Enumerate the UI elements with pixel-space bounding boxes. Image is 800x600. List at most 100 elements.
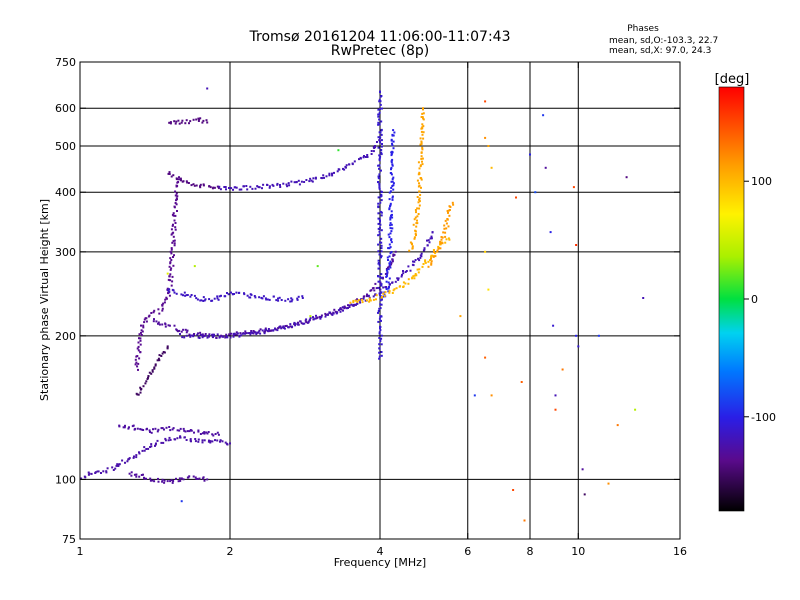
trace-point bbox=[377, 181, 379, 184]
trace-point bbox=[173, 242, 176, 245]
trace-point bbox=[391, 292, 394, 294]
trace-point bbox=[207, 431, 210, 433]
trace-point bbox=[416, 179, 419, 182]
trace-point bbox=[231, 293, 234, 296]
scatter-point bbox=[180, 500, 183, 503]
trace-point bbox=[221, 440, 224, 443]
trace-point bbox=[389, 202, 392, 205]
trace-point bbox=[404, 271, 407, 273]
trace-point bbox=[421, 157, 424, 160]
trace-point bbox=[328, 174, 331, 177]
trace-point bbox=[380, 291, 383, 294]
trace-point bbox=[446, 210, 449, 212]
trace-point bbox=[339, 310, 342, 313]
trace-point bbox=[434, 252, 437, 255]
scatter-point bbox=[490, 166, 493, 169]
trace-point bbox=[218, 185, 221, 188]
trace-point bbox=[422, 131, 425, 134]
trace-point bbox=[418, 167, 421, 170]
trace-point bbox=[376, 141, 378, 143]
trace-point bbox=[195, 118, 198, 121]
trace-point bbox=[225, 333, 228, 336]
trace-point bbox=[352, 299, 355, 302]
y-axis-label: Stationary phase Virtual Height [km] bbox=[38, 199, 51, 401]
trace-point bbox=[233, 186, 236, 189]
trace-point bbox=[132, 456, 135, 459]
trace-point bbox=[187, 182, 190, 184]
trace-point bbox=[413, 274, 416, 277]
scatter-point bbox=[642, 297, 645, 299]
trace-point bbox=[142, 324, 145, 327]
trace-point bbox=[378, 218, 381, 221]
trace-point bbox=[193, 431, 195, 434]
trace-point bbox=[94, 471, 97, 474]
trace-point bbox=[124, 461, 126, 464]
x-tick-label: 2 bbox=[227, 545, 234, 558]
trace-point bbox=[391, 227, 394, 230]
trace-point bbox=[174, 228, 177, 231]
trace-point bbox=[194, 438, 197, 440]
trace-point bbox=[241, 332, 244, 335]
trace-point bbox=[240, 334, 243, 337]
trace-point bbox=[291, 325, 294, 328]
trace-point bbox=[432, 255, 435, 258]
trace-point bbox=[407, 278, 410, 281]
trace-point bbox=[379, 220, 381, 223]
trace-point bbox=[452, 203, 455, 206]
trace-point bbox=[391, 281, 394, 284]
trace-point bbox=[135, 392, 138, 395]
trace-point bbox=[392, 182, 395, 185]
trace-point bbox=[218, 295, 221, 298]
trace-point bbox=[392, 129, 395, 132]
trace-point bbox=[202, 296, 205, 299]
trace-point bbox=[217, 298, 220, 301]
trace-point bbox=[266, 184, 269, 186]
trace-point bbox=[351, 304, 354, 307]
trace-point bbox=[379, 103, 382, 106]
trace-point bbox=[374, 146, 377, 149]
trace-point bbox=[379, 276, 382, 278]
trace-point bbox=[412, 223, 415, 226]
trace-point bbox=[366, 293, 368, 296]
trace-point bbox=[193, 184, 196, 187]
trace-point bbox=[192, 183, 195, 186]
trace-point bbox=[211, 335, 214, 338]
trace-point bbox=[140, 329, 143, 332]
trace-point bbox=[356, 298, 358, 301]
trace-point bbox=[300, 322, 303, 325]
trace-point bbox=[184, 430, 187, 433]
trace-point bbox=[170, 252, 173, 255]
trace-point bbox=[309, 317, 312, 320]
trace-point bbox=[258, 186, 261, 189]
trace-point bbox=[380, 169, 382, 172]
trace-point bbox=[448, 238, 451, 241]
trace-point bbox=[378, 173, 381, 176]
trace-point bbox=[172, 174, 175, 177]
trace-point bbox=[277, 297, 279, 300]
trace-point bbox=[258, 296, 261, 299]
trace-point bbox=[171, 280, 174, 283]
scatter-point bbox=[544, 166, 547, 169]
scatter-point bbox=[577, 345, 580, 348]
trace-point bbox=[380, 247, 383, 250]
trace-point bbox=[140, 331, 142, 334]
trace-point bbox=[218, 336, 221, 339]
trace-point bbox=[392, 253, 395, 256]
trace-point bbox=[172, 427, 175, 430]
trace-point bbox=[361, 298, 363, 301]
trace-point bbox=[444, 219, 447, 222]
trace-point bbox=[135, 456, 138, 459]
trace-point bbox=[390, 168, 392, 171]
trace-point bbox=[287, 326, 290, 329]
trace-point bbox=[152, 428, 154, 431]
trace-point bbox=[388, 236, 391, 239]
trace-point bbox=[165, 426, 168, 429]
trace-point bbox=[380, 354, 383, 357]
trace-point bbox=[418, 198, 420, 201]
trace-point bbox=[290, 180, 293, 183]
trace-point bbox=[320, 314, 323, 317]
trace-point bbox=[166, 480, 169, 483]
trace-point bbox=[166, 346, 169, 349]
trace-point bbox=[377, 146, 380, 149]
trace-point bbox=[224, 186, 227, 188]
